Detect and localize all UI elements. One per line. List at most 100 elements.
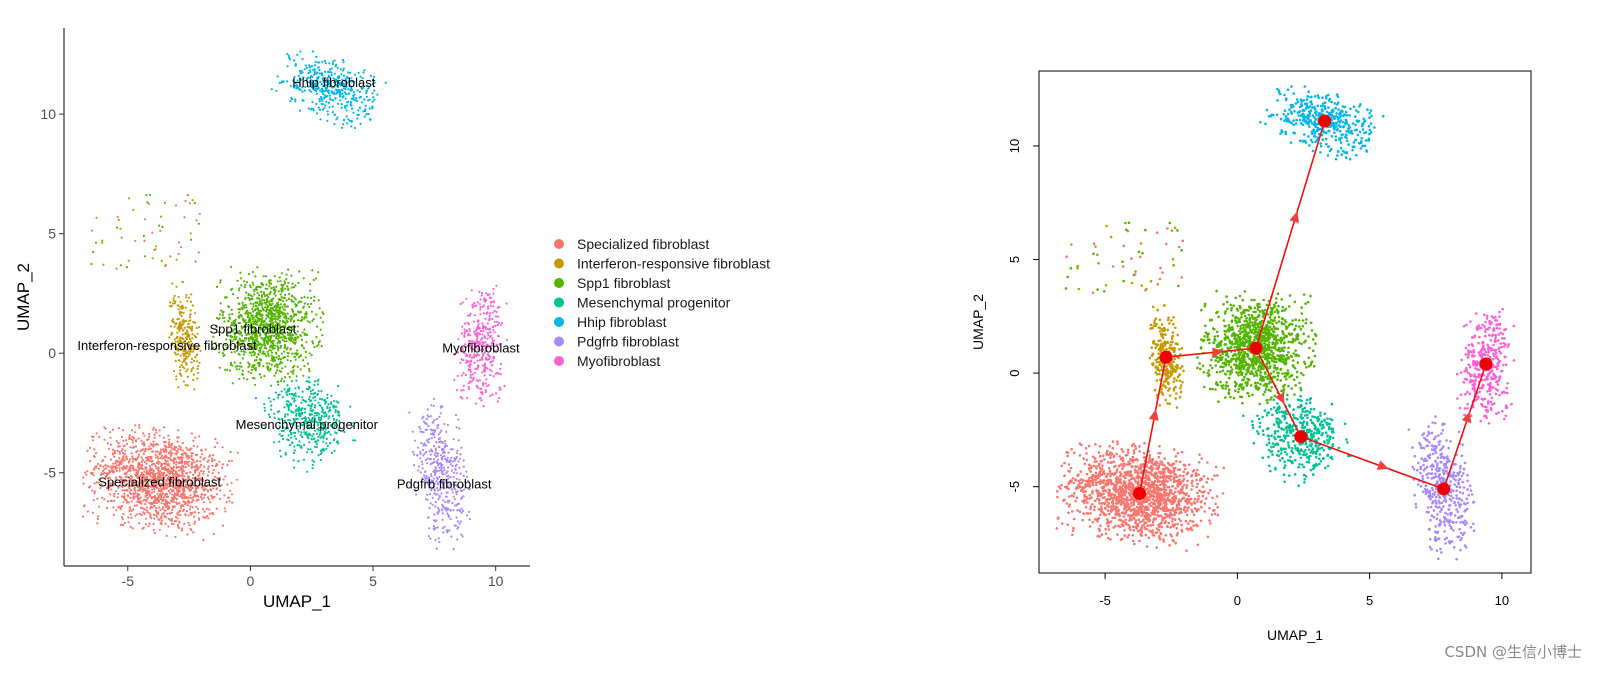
cell-point bbox=[365, 90, 369, 93]
cell-point bbox=[93, 492, 96, 495]
cell-point bbox=[265, 314, 268, 317]
cell-point bbox=[151, 428, 154, 431]
cell-point bbox=[446, 491, 449, 494]
cell-point bbox=[141, 464, 144, 467]
cell-point bbox=[147, 459, 150, 462]
cell-point bbox=[449, 463, 452, 466]
cell-point bbox=[352, 91, 355, 94]
cell-point bbox=[155, 514, 158, 517]
cell-point bbox=[121, 516, 124, 519]
cell-point bbox=[455, 516, 458, 519]
cell-point bbox=[317, 390, 320, 393]
cell-point bbox=[212, 532, 215, 536]
cell-point bbox=[224, 510, 227, 513]
cell-point bbox=[134, 459, 138, 462]
cell-point bbox=[206, 467, 210, 470]
cell-point bbox=[441, 518, 444, 521]
cell-point bbox=[177, 462, 180, 465]
cell-point bbox=[290, 411, 293, 414]
cell-point bbox=[286, 305, 289, 308]
cell-point bbox=[458, 522, 461, 525]
cell-point bbox=[157, 466, 160, 469]
cell-point bbox=[154, 450, 157, 453]
cell-point bbox=[311, 50, 314, 53]
cell-point bbox=[317, 271, 320, 274]
cell-point bbox=[150, 517, 153, 520]
cell-point bbox=[426, 439, 429, 442]
cell-point bbox=[153, 436, 156, 439]
cell-point bbox=[118, 445, 121, 448]
cell-point bbox=[245, 291, 248, 294]
cell-point bbox=[127, 470, 130, 473]
cell-point bbox=[88, 486, 91, 489]
cell-point bbox=[446, 456, 449, 459]
cell-point bbox=[458, 466, 461, 469]
cell-point bbox=[189, 309, 192, 312]
cell-point bbox=[111, 448, 114, 451]
cell-point bbox=[170, 511, 174, 514]
cell-point bbox=[324, 62, 327, 65]
cell-point bbox=[186, 479, 189, 482]
cell-point bbox=[310, 296, 313, 299]
cell-point bbox=[320, 345, 323, 348]
cell-point bbox=[226, 483, 229, 486]
cell-point bbox=[482, 304, 486, 307]
cell-point bbox=[265, 283, 268, 286]
cell-point bbox=[188, 202, 191, 205]
cell-point bbox=[293, 296, 296, 299]
cell-point bbox=[216, 441, 219, 445]
cell-point bbox=[321, 398, 324, 401]
legend-label: Pdgfrb fibroblast bbox=[577, 334, 679, 350]
cell-point bbox=[144, 468, 147, 471]
cell-point bbox=[227, 496, 231, 499]
cell-point bbox=[221, 524, 225, 527]
cell-point bbox=[162, 511, 165, 515]
cell-point bbox=[283, 346, 286, 349]
cell-point bbox=[437, 433, 440, 436]
cell-point bbox=[428, 438, 431, 441]
cell-point bbox=[433, 513, 436, 516]
cell-point bbox=[484, 366, 487, 369]
cell-point bbox=[283, 388, 286, 391]
cell-point bbox=[256, 306, 259, 310]
cell-point bbox=[437, 537, 440, 540]
cell-point bbox=[1196, 482, 1199, 486]
cell-point bbox=[164, 499, 167, 502]
cell-point bbox=[204, 448, 207, 451]
cell-point bbox=[308, 305, 311, 308]
cell-point bbox=[262, 365, 265, 368]
cell-point bbox=[111, 428, 114, 431]
cell-point bbox=[426, 457, 429, 460]
cell-point bbox=[153, 487, 156, 490]
cell-point bbox=[114, 462, 117, 465]
cell-point bbox=[146, 510, 149, 513]
cell-point bbox=[131, 455, 134, 458]
cell-point bbox=[237, 307, 240, 311]
cell-point bbox=[431, 503, 434, 506]
cell-point bbox=[143, 444, 146, 447]
cell-point bbox=[489, 394, 492, 397]
legend-label: Myofibroblast bbox=[577, 353, 660, 369]
cell-point bbox=[194, 436, 197, 439]
cell-point bbox=[319, 328, 322, 331]
cell-point bbox=[294, 339, 297, 342]
cell-point bbox=[200, 449, 203, 452]
cell-point bbox=[134, 445, 138, 448]
cell-point bbox=[101, 469, 105, 473]
cell-point bbox=[307, 376, 311, 379]
cell-point bbox=[257, 341, 260, 344]
cell-point bbox=[460, 358, 463, 361]
cell-point bbox=[129, 458, 132, 461]
cell-point bbox=[186, 333, 189, 336]
cell-point bbox=[1188, 463, 1191, 467]
cell-point bbox=[293, 341, 296, 344]
cell-point bbox=[154, 443, 157, 446]
cell-point bbox=[484, 382, 487, 385]
cell-point bbox=[311, 402, 314, 406]
cell-point bbox=[471, 356, 474, 359]
cell-point bbox=[293, 445, 296, 448]
cell-point bbox=[167, 457, 170, 460]
cell-point bbox=[311, 435, 314, 438]
cell-point bbox=[364, 104, 367, 108]
cell-point bbox=[91, 229, 94, 232]
